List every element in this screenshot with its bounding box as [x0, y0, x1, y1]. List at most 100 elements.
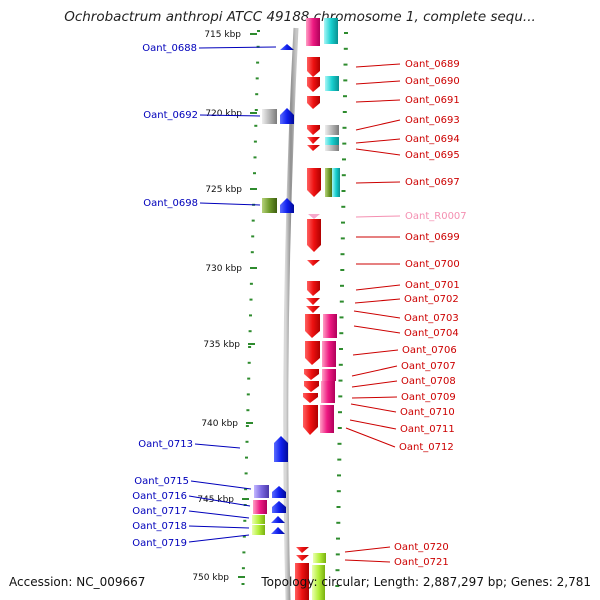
- gene-box[interactable]: [325, 137, 339, 146]
- gene-box[interactable]: [321, 381, 335, 393]
- left-gene-labels: Oant_0688 Oant_0692 Oant_0698 Oant_0713 …: [132, 43, 198, 549]
- gene-label[interactable]: Oant_0717: [132, 506, 187, 517]
- gene-arrow[interactable]: [280, 44, 294, 50]
- gene-box[interactable]: [324, 18, 338, 44]
- gene-label[interactable]: Oant_0715: [134, 476, 189, 487]
- gene-box[interactable]: [254, 485, 269, 498]
- minor-tick: [342, 126, 347, 129]
- gene-arrow[interactable]: [304, 369, 319, 380]
- gene-arrow[interactable]: [305, 314, 320, 338]
- gene-label[interactable]: Oant_0688: [142, 43, 197, 54]
- gene-label[interactable]: Oant_0692: [143, 110, 198, 121]
- gene-box[interactable]: [312, 565, 325, 600]
- gene-arrow[interactable]: [307, 96, 320, 109]
- gene-arrow[interactable]: [307, 137, 320, 144]
- gene-label[interactable]: Oant_0703: [404, 313, 459, 324]
- gene-box[interactable]: [322, 369, 336, 381]
- topology-label: Topology: circular; Length: 2,887,297 bp…: [261, 575, 591, 589]
- gene-arrow[interactable]: [303, 393, 318, 403]
- gene-arrow[interactable]: [271, 516, 285, 523]
- minor-tick: [337, 458, 342, 461]
- gene-label[interactable]: Oant_0697: [405, 177, 460, 188]
- minor-tick: [341, 190, 346, 192]
- gene-label[interactable]: Oant_0706: [402, 345, 457, 356]
- gene-arrow[interactable]: [307, 125, 320, 135]
- gene-box[interactable]: [262, 198, 277, 213]
- gene-arrow[interactable]: [307, 260, 320, 266]
- gene-arrow[interactable]: [307, 57, 320, 77]
- gene-label[interactable]: Oant_0721: [394, 557, 449, 568]
- gene-label[interactable]: Oant_0719: [132, 538, 187, 549]
- gene-arrow[interactable]: [271, 527, 285, 534]
- gene-arrow[interactable]: [306, 298, 320, 305]
- gene-label[interactable]: Oant_0702: [404, 294, 459, 305]
- gene-box[interactable]: [306, 18, 320, 46]
- gene-box[interactable]: [252, 525, 265, 535]
- gene-arrow[interactable]: [307, 145, 320, 151]
- minor-tick: [337, 427, 342, 429]
- gene-label[interactable]: Oant_0708: [401, 376, 456, 387]
- accession-label: Accession: NC_009667: [9, 575, 146, 589]
- gene-label[interactable]: Oant_0701: [405, 280, 460, 291]
- gene-label[interactable]: Oant_0712: [399, 442, 454, 453]
- major-tick: [248, 343, 255, 345]
- gene-label[interactable]: Oant_0704: [404, 328, 459, 339]
- gene-label[interactable]: Oant_0710: [400, 407, 455, 418]
- gene-box[interactable]: [332, 168, 340, 197]
- gene-box[interactable]: [325, 125, 339, 135]
- gene-box[interactable]: [313, 553, 326, 563]
- gene-box[interactable]: [252, 515, 265, 524]
- gene-arrow[interactable]: [304, 381, 319, 392]
- gene-box[interactable]: [325, 145, 339, 151]
- gene-box[interactable]: [325, 76, 339, 91]
- gene-label[interactable]: Oant_0689: [405, 59, 460, 70]
- gene-arrow[interactable]: [280, 198, 294, 213]
- gene-label[interactable]: Oant_0695: [405, 150, 460, 161]
- gene-box[interactable]: [323, 314, 337, 338]
- gene-label[interactable]: Oant_0716: [132, 491, 187, 502]
- gene-arrow[interactable]: [307, 77, 320, 92]
- gene-arrow[interactable]: [272, 486, 286, 498]
- gene-label[interactable]: Oant_0713: [138, 439, 193, 450]
- minor-tick: [251, 219, 255, 222]
- rna-marker[interactable]: [308, 214, 320, 219]
- gene-label[interactable]: Oant_0707: [401, 361, 456, 372]
- gene-arrow[interactable]: [307, 281, 320, 296]
- gene-box[interactable]: [262, 109, 277, 124]
- gene-arrow[interactable]: [306, 306, 320, 313]
- gene-label[interactable]: Oant_0699: [405, 232, 460, 243]
- gene-label[interactable]: Oant_0693: [405, 115, 460, 126]
- gene-box[interactable]: [325, 168, 333, 197]
- gene-arrow[interactable]: [272, 501, 286, 513]
- gene-box[interactable]: [253, 500, 267, 514]
- minor-tick: [336, 537, 340, 540]
- gene-label[interactable]: Oant_0711: [400, 424, 455, 435]
- minor-tick: [242, 535, 246, 538]
- gene-arrow[interactable]: [307, 219, 321, 252]
- gene-label[interactable]: Oant_0690: [405, 76, 460, 87]
- minor-tick: [247, 377, 251, 380]
- gene-label[interactable]: Oant_0709: [401, 392, 456, 403]
- gene-box[interactable]: [295, 563, 309, 600]
- gene-box[interactable]: [322, 341, 336, 367]
- gene-arrow[interactable]: [274, 436, 288, 462]
- minor-tick: [339, 348, 343, 350]
- gene-label[interactable]: Oant_0700: [405, 259, 460, 270]
- gene-label[interactable]: Oant_0691: [405, 95, 460, 106]
- gene-arrow[interactable]: [305, 341, 320, 365]
- gene-arrow[interactable]: [303, 405, 318, 435]
- gene-label[interactable]: Oant_0694: [405, 134, 460, 145]
- gene-arrow[interactable]: [296, 547, 309, 553]
- gene-arrow[interactable]: [307, 168, 321, 197]
- gene-box[interactable]: [320, 405, 334, 433]
- gene-label[interactable]: Oant_0720: [394, 542, 449, 553]
- gene-arrow[interactable]: [280, 108, 294, 124]
- scale-label: 750 kbp: [192, 573, 229, 583]
- gene-label[interactable]: Oant_0718: [132, 521, 187, 532]
- gene-arrow[interactable]: [296, 555, 309, 561]
- gene-label[interactable]: Oant_R0007: [405, 211, 467, 222]
- left-strand-genes: [252, 44, 294, 535]
- gene-label[interactable]: Oant_0698: [143, 198, 198, 209]
- gene-box[interactable]: [321, 393, 335, 403]
